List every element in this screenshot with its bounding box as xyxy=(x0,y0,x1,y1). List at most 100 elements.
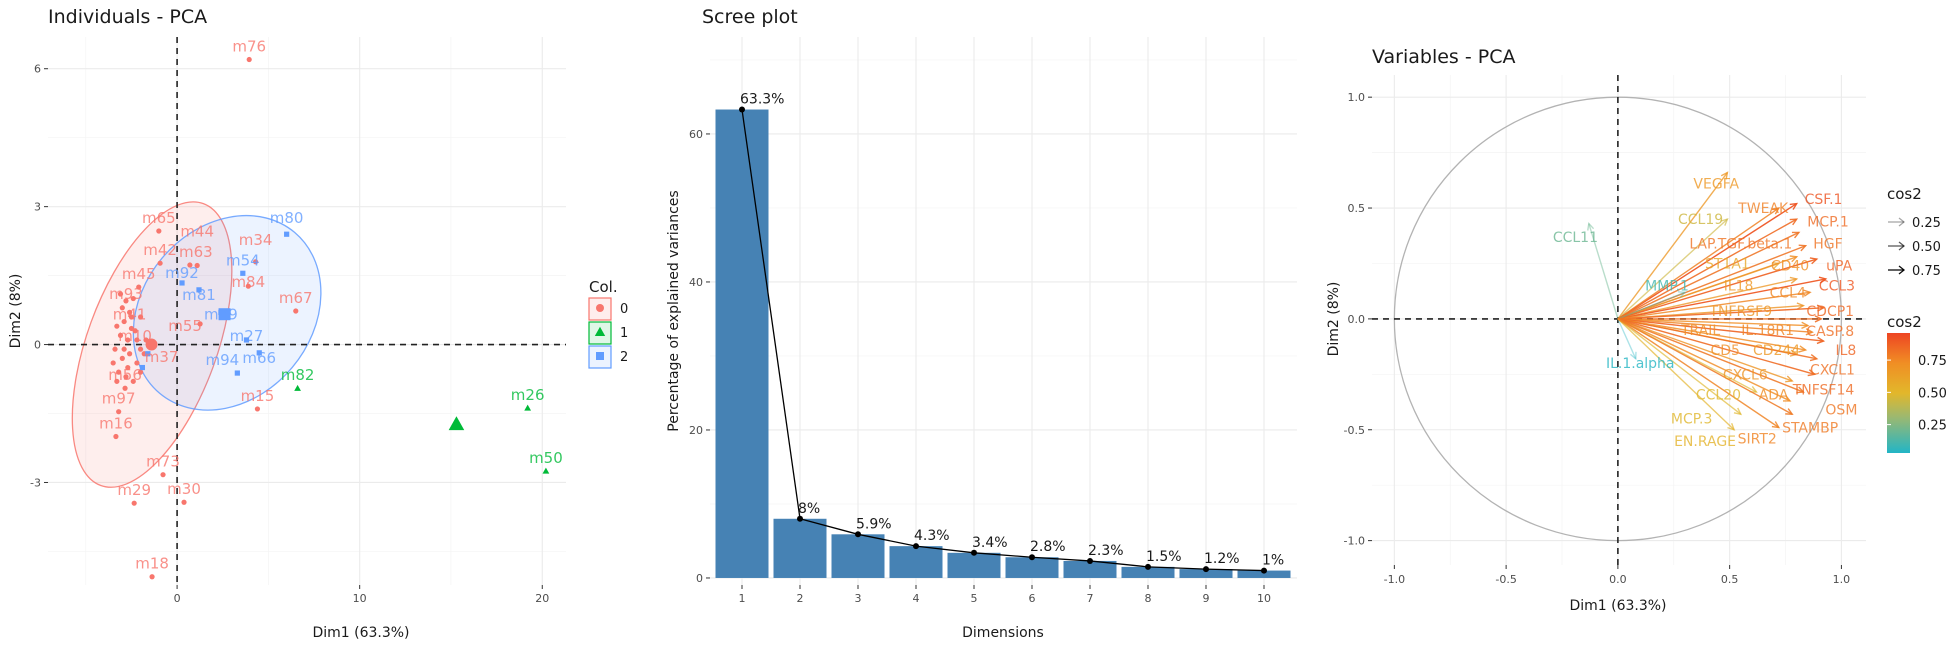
variables-title: Variables - PCA xyxy=(1372,46,1515,68)
individual-point xyxy=(121,318,127,325)
y-tick-label: 3 xyxy=(34,201,41,214)
individual-point xyxy=(113,433,119,440)
x-tick-label: 0.0 xyxy=(1609,573,1627,586)
individual-label: m54 xyxy=(226,251,260,269)
x-tick-label: 6 xyxy=(1029,592,1036,605)
individual-label: m67 xyxy=(279,289,313,307)
individual-point xyxy=(542,467,550,474)
individual-label: m34 xyxy=(239,231,273,249)
variable-label: TNFSF14 xyxy=(1792,382,1855,398)
variable-label: CCL3 xyxy=(1819,279,1855,295)
individual-label: m18 xyxy=(135,555,169,573)
scree-value-label: 63.3% xyxy=(740,92,784,108)
scree-bar xyxy=(889,546,943,578)
variables-axis-ticks: -1.0 -0.5 0.0 0.5 1.0 -1.0 -0.5 0.0 0.5 1.0 xyxy=(1344,91,1851,586)
arrowhead-icon xyxy=(1727,422,1736,431)
variable-label: CCL19 xyxy=(1678,212,1723,228)
arrowhead-icon xyxy=(1805,328,1814,336)
variable-arrow xyxy=(1617,245,1806,320)
scree-point xyxy=(913,543,919,550)
variable-arrow xyxy=(1588,223,1619,320)
individual-label: m26 xyxy=(511,386,545,404)
individual-point xyxy=(196,287,202,293)
individual-label: m41 xyxy=(113,305,147,323)
individual-point xyxy=(128,314,135,320)
y-tick-label: 0.5 xyxy=(1348,202,1366,215)
variable-label: CCL20 xyxy=(1696,387,1741,403)
scree-bar xyxy=(1179,569,1233,578)
legend-alpha-label: 0.50 xyxy=(1912,240,1941,255)
variable-arrow xyxy=(1617,318,1806,351)
variable-labels: VEGFA CCL19 CCL11 CSF.1 TWEAK MCP.1 LAP.TGF.be… xyxy=(1553,177,1858,450)
scree-point xyxy=(1087,557,1093,564)
individual-point xyxy=(254,406,261,412)
arrowhead-icon xyxy=(1785,375,1794,383)
x-tick-label: 10 xyxy=(1257,592,1271,605)
x-tick-label: 3 xyxy=(855,592,862,605)
y-tick-label: -3 xyxy=(30,476,41,489)
variable-label: IL.18R1 xyxy=(1741,323,1794,339)
arrowhead-icon xyxy=(1789,255,1799,263)
variable-label: CXCL6 xyxy=(1723,367,1768,383)
individual-label: m37 xyxy=(145,348,179,366)
variable-label: CCL11 xyxy=(1553,230,1598,246)
arrowhead-icon xyxy=(1733,407,1743,416)
arrowhead-icon xyxy=(1796,386,1805,394)
arrowhead-icon xyxy=(1720,171,1729,180)
individual-point xyxy=(145,351,151,357)
individual-label: m55 xyxy=(168,317,202,335)
individual-label: m92 xyxy=(165,264,199,282)
variable-arrow xyxy=(1617,318,1791,402)
variable-label: STAMBP xyxy=(1782,421,1838,437)
individual-point xyxy=(137,346,144,352)
y-tick-label: 0.0 xyxy=(1348,313,1366,326)
x-tick-label: 1.0 xyxy=(1833,573,1851,586)
scree-bar xyxy=(1237,570,1291,578)
individual-point xyxy=(121,346,127,352)
x-tick-label: 2 xyxy=(797,592,804,605)
arrowhead-icon xyxy=(1789,218,1799,226)
individual-point xyxy=(134,360,140,366)
individual-point xyxy=(131,500,137,506)
variable-arrow xyxy=(1617,172,1728,320)
variable-label: TRAIL xyxy=(1680,323,1720,339)
variable-label: OSM xyxy=(1825,402,1857,418)
variable-label: CCL4 xyxy=(1770,285,1806,301)
variable-label: SIRT2 xyxy=(1738,432,1777,448)
individual-point xyxy=(139,364,145,371)
variable-label: MCP.3 xyxy=(1671,412,1712,428)
variable-arrow xyxy=(1617,318,1824,342)
legend-label: 0 xyxy=(620,302,628,317)
scree-value-label: 1.5% xyxy=(1146,549,1182,565)
variable-arrow xyxy=(1617,291,1686,320)
x-tick-label: 10 xyxy=(353,592,367,605)
variable-label: VEGFA xyxy=(1693,177,1739,193)
individual-point xyxy=(160,472,166,478)
individual-label: m82 xyxy=(281,366,315,384)
x-tick-label: 5 xyxy=(971,592,978,605)
individual-point xyxy=(246,56,252,63)
variable-label: EN.RAGE xyxy=(1674,434,1736,450)
variable-arrow xyxy=(1617,278,1797,320)
individuals-title: Individuals - PCA xyxy=(48,6,207,28)
individual-label: m93 xyxy=(109,285,143,303)
x-tick-label: 4 xyxy=(913,592,920,605)
arrowhead-icon xyxy=(1629,351,1637,361)
variable-arrows xyxy=(1587,171,1828,431)
individual-point xyxy=(123,374,129,380)
variable-arrow xyxy=(1617,203,1798,320)
variable-arrow xyxy=(1617,278,1826,320)
scree-line: 63.3% 8% 5.9% 4.3% 3.4% 2.8% 2.3% 1.5% 1.2% 1% xyxy=(739,92,1284,574)
y-tick-label: 60 xyxy=(689,128,703,141)
individual-point xyxy=(245,283,251,289)
arrowhead-icon xyxy=(1587,222,1595,231)
variable-arrow xyxy=(1617,218,1798,320)
legend-label: 2 xyxy=(620,350,628,365)
individual-point xyxy=(524,404,532,411)
variable-label: CSF.1 xyxy=(1805,192,1843,208)
individual-point xyxy=(123,298,129,304)
scree-x-label: Dimensions xyxy=(962,625,1044,641)
colorbar-label: 0.75 xyxy=(1918,354,1947,369)
arrowhead-icon xyxy=(1818,276,1828,284)
individual-point xyxy=(130,295,136,302)
